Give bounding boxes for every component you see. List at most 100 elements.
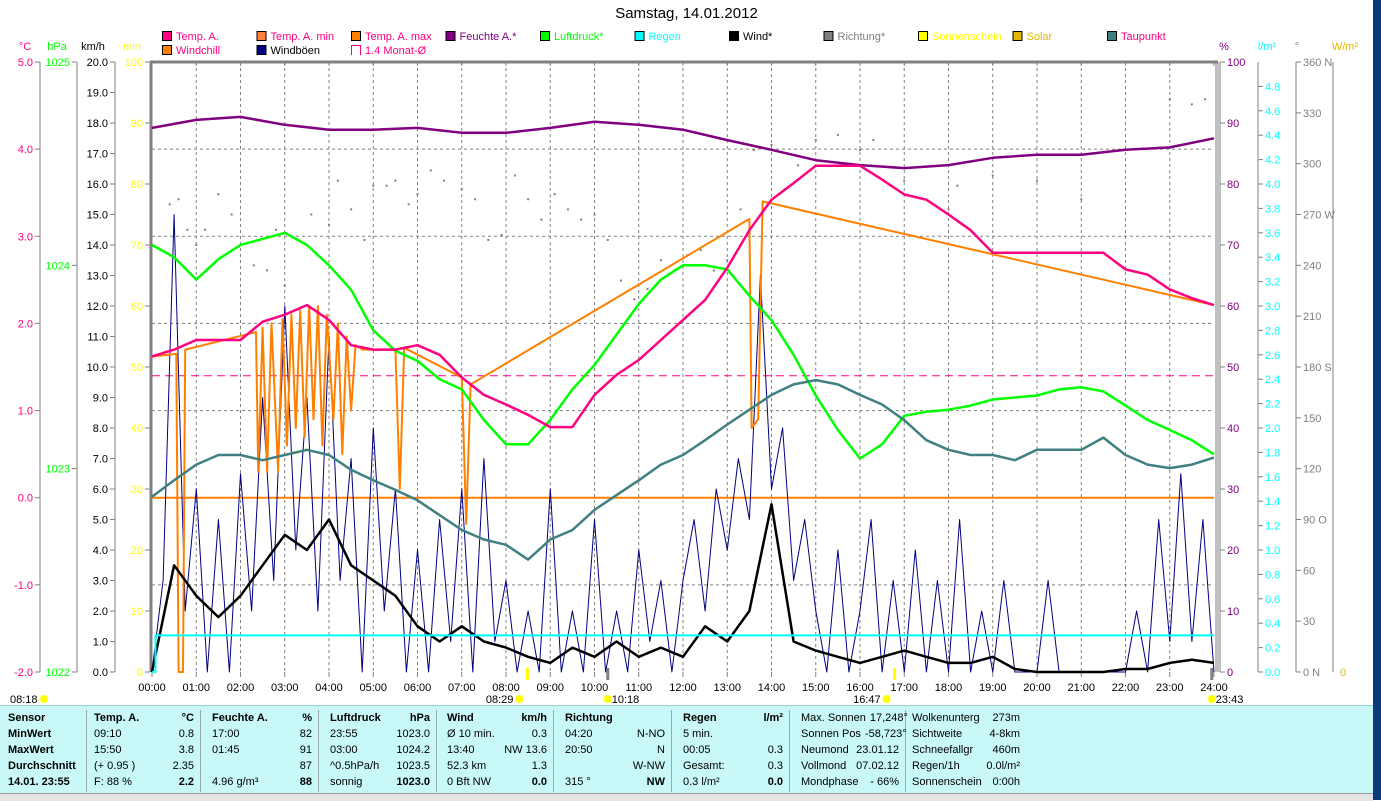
axis-label-humidity: 60 (1227, 301, 1239, 313)
axis-label-pressure: 1025 (46, 57, 70, 69)
x-axis-label: 09:00 (536, 682, 564, 694)
legend-swatch (445, 31, 456, 41)
sunset-icon (882, 695, 891, 703)
summary-cell-right: 1023.0 (396, 776, 430, 788)
axis-label-wind: 9.0 (93, 393, 108, 405)
axis-label-humidity: 20 (1227, 545, 1239, 557)
x-axis-label: 07:00 (448, 682, 476, 694)
axis-label-rain: 1.2 (1265, 521, 1280, 533)
summary-column: Wind km/h Ø 10 min. 0.3 13:40 NW 13.6 52.3 km 1… (441, 710, 554, 792)
summary-cell-right: 0.0 (531, 776, 547, 788)
legend-item: Wind* (729, 31, 773, 43)
summary-cell-row: 4.96 g/m³ 88 (206, 774, 318, 790)
axis-label-wind: 4.0 (93, 545, 108, 557)
direction-point (527, 198, 530, 201)
axis-label-wind: 13.0 (87, 271, 108, 283)
direction-point (500, 233, 503, 236)
direction-point (872, 138, 875, 141)
direction-point (903, 179, 906, 182)
series-line-temp-a (151, 164, 1215, 429)
summary-cell-right: N (657, 744, 665, 756)
direction-point (252, 264, 255, 267)
summary-column: Feuchte A.% 17:00 82 01:45 91 87 4.96 g/m³ 88 (206, 710, 319, 792)
legend-label: Windchill (176, 45, 220, 57)
x-axis-label: 03:00 (271, 682, 299, 694)
x-axis-label: 21:00 (1067, 682, 1095, 694)
summary-cell-right: 1023.5 (396, 760, 430, 772)
axis-label-pressure: 1023 (46, 464, 70, 476)
summary-cell-right: 0.3 (767, 744, 783, 756)
summary-cell-left: 4.96 g/m³ (212, 776, 259, 788)
legend-swatch (823, 31, 834, 41)
summary-weather-row: Wolkenunterg 273m (906, 710, 1026, 726)
axis-label-direction: 330 (1303, 108, 1321, 120)
summary-cell-right: 87 (299, 760, 312, 772)
summary-cell-right: 91 (299, 744, 312, 756)
summary-cell-row: 23:55 1023.0 (324, 726, 436, 742)
axis-label-rain: 2.0 (1265, 423, 1280, 435)
axis-label-wind: 6.0 (93, 484, 108, 496)
direction-point (310, 213, 313, 216)
summary-astro-label: Neumond (801, 744, 849, 756)
summary-cell-left: sonnig (330, 776, 363, 788)
summary-cell-row: 03:00 1024.2 (324, 742, 436, 758)
summary-column: Temp. A. °C 09:10 0.8 15:50 3.8 (+ 0.95 ) 2.35 F… (88, 710, 201, 792)
axis-unit-sunshine: min (123, 41, 141, 53)
axis-label-temp: 4.0 (18, 144, 33, 156)
summary-cell-left: 315 ° (565, 776, 591, 788)
axis-label-wind: 10.0 (87, 362, 108, 374)
summary-cell-row: 00:05 0.3 (677, 742, 789, 758)
axis-label-rain: 4.4 (1265, 130, 1280, 142)
direction-point (739, 208, 742, 211)
summary-cell-row: 0 Bft NW 0.0 (441, 774, 553, 790)
summary-cell-left: 04:20 (565, 728, 593, 740)
summary-column-header: Temp. A. °C (88, 710, 200, 726)
axis-label-rain: 2.2 (1265, 399, 1280, 411)
summary-column: Richtung 04:20 N-NO 20:50 N W-NW 315 ° NW (559, 710, 672, 792)
legend-label: Windböen (271, 45, 321, 57)
axis-label-sunshine: 80 (131, 179, 143, 191)
summary-cell-left: 20:50 (565, 744, 593, 756)
summary-weather-row: Sonnenschein 0:00h (906, 774, 1026, 790)
summary-row-label: MaxWert (2, 742, 86, 758)
axis-label-direction: 210 (1303, 311, 1321, 323)
axis-label-direction: 240 (1303, 260, 1321, 272)
summary-cell-right: 1.3 (531, 760, 547, 772)
direction-point (553, 193, 556, 196)
x-axis-label: 19:00 (979, 682, 1007, 694)
axis-label-wind: 19.0 (87, 88, 108, 100)
legend-item: Windchill (162, 45, 220, 57)
x-axis-label: 04:00 (315, 682, 343, 694)
direction-point (859, 149, 861, 152)
axis-unit-humidity: % (1219, 41, 1229, 53)
axis-label-rain: 4.2 (1265, 155, 1280, 167)
x-axis-label: 20:00 (1023, 682, 1051, 694)
direction-point (266, 269, 269, 272)
marker-label-sunrise: 08:29 (486, 694, 514, 705)
axis-label-direction: 60 (1303, 565, 1315, 577)
summary-cell-row: sonnig 1023.0 (324, 774, 436, 790)
legend-label: Temp. A. min (271, 31, 335, 43)
legend-label: Regen (649, 31, 681, 43)
summary-cell-row: 20:50 N (559, 742, 671, 758)
summary-column-header: Luftdruck hPa (324, 710, 436, 726)
legend-swatch (162, 45, 172, 55)
summary-cell-right: km/h (521, 712, 547, 724)
summary-astro-value: - 66% (870, 776, 899, 788)
summary-row-label-text: Durchschnitt (8, 760, 76, 772)
axis-label-direction: 90 O (1303, 515, 1327, 527)
axis-label-rain: 1.0 (1265, 545, 1280, 557)
summary-weather-value: 0.0l/m² (986, 760, 1020, 772)
direction-point (230, 213, 233, 216)
direction-point (797, 164, 800, 167)
x-axis-label: 22:00 (1112, 682, 1140, 694)
x-axis-label: 05:00 (359, 682, 387, 694)
summary-cell-row: 315 ° NW (559, 774, 671, 790)
axis-label-rain: 3.0 (1265, 301, 1280, 313)
axis-label-temp: -1.0 (14, 580, 33, 592)
legend-swatch (1107, 31, 1117, 41)
axis-unit-solar: W/m² (1332, 41, 1359, 53)
summary-astro-row: Mondphase - 66% (795, 774, 905, 790)
direction-point (474, 198, 477, 201)
axis-label-direction: 360 N (1303, 57, 1332, 69)
